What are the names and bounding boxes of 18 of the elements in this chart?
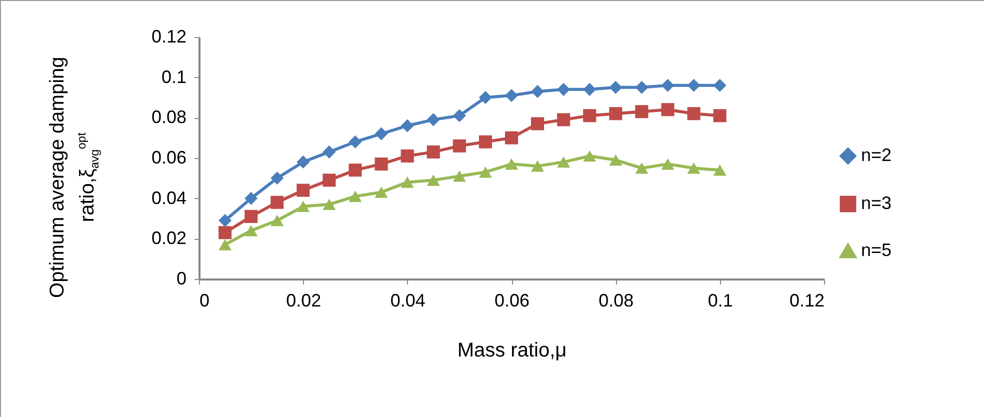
legend-label: n=5	[861, 240, 892, 260]
x-axis-title: Mass ratio,μ	[457, 340, 567, 362]
y-tick-label: 0.1	[161, 66, 186, 87]
legend-label: n=3	[861, 193, 892, 213]
x-tick-label: 0.1	[708, 290, 733, 310]
legend-label: n=2	[861, 145, 892, 165]
y-tick-label: 0.02	[151, 228, 186, 248]
y-tick-label: 0.08	[151, 107, 186, 128]
y-tick-label: 0	[176, 268, 186, 288]
x-tick-label: 0	[200, 290, 210, 310]
x-tick-label: 0.08	[598, 290, 634, 310]
x-tick-label: 0.06	[494, 290, 530, 310]
y-tick-label: 0.06	[151, 148, 186, 168]
y-tick-label: 0.04	[151, 188, 186, 208]
y-tick-label: 0.12	[151, 26, 186, 46]
x-tick-label: 0.02	[286, 290, 322, 310]
x-tick-label: 0.04	[390, 290, 426, 310]
x-tick-label: 0.12	[789, 290, 824, 310]
